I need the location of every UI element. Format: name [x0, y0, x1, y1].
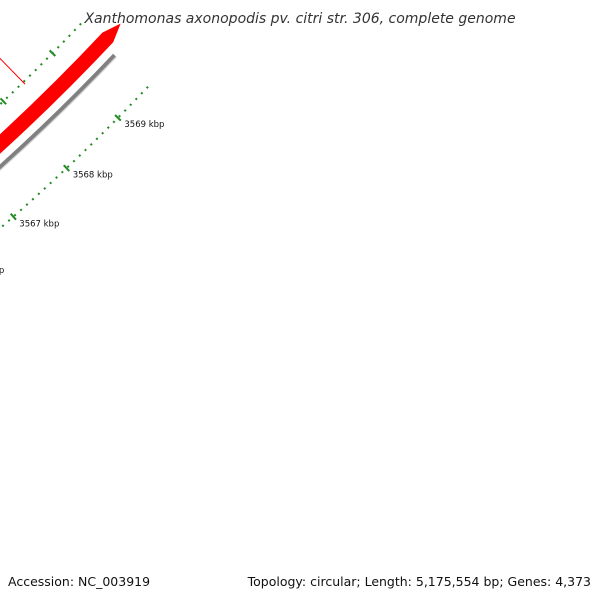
tick-label-1: 3568 kbp: [73, 171, 113, 181]
dotted-guide-inner: [0, 22, 82, 106]
tick-mark-inner-0: [48, 49, 57, 57]
tick-label-2: 3567 kbp: [19, 219, 59, 229]
label-leader-0: [0, 57, 26, 85]
dotted-guide-outer: [0, 86, 149, 230]
tick-label-0: 3569 kbp: [124, 120, 164, 130]
tick-mark-0: [114, 114, 122, 122]
tick-mark-inner-1: [0, 97, 7, 105]
backbone-line: [0, 53, 116, 170]
tick-mark-1: [63, 164, 70, 172]
gene-features: [0, 22, 122, 155]
gene-labels: btuBXAC3049XAC3048mtgAgtrBXAC3045XAC3044…: [0, 57, 26, 85]
gene-feature-btub: [0, 22, 122, 155]
tick-label-3: 3566 kbp: [0, 266, 4, 276]
backbone-shadow: [0, 56, 117, 171]
genome-backbone: [0, 53, 117, 171]
tick-mark-2: [9, 213, 17, 221]
dotted-guides: [0, 22, 149, 230]
